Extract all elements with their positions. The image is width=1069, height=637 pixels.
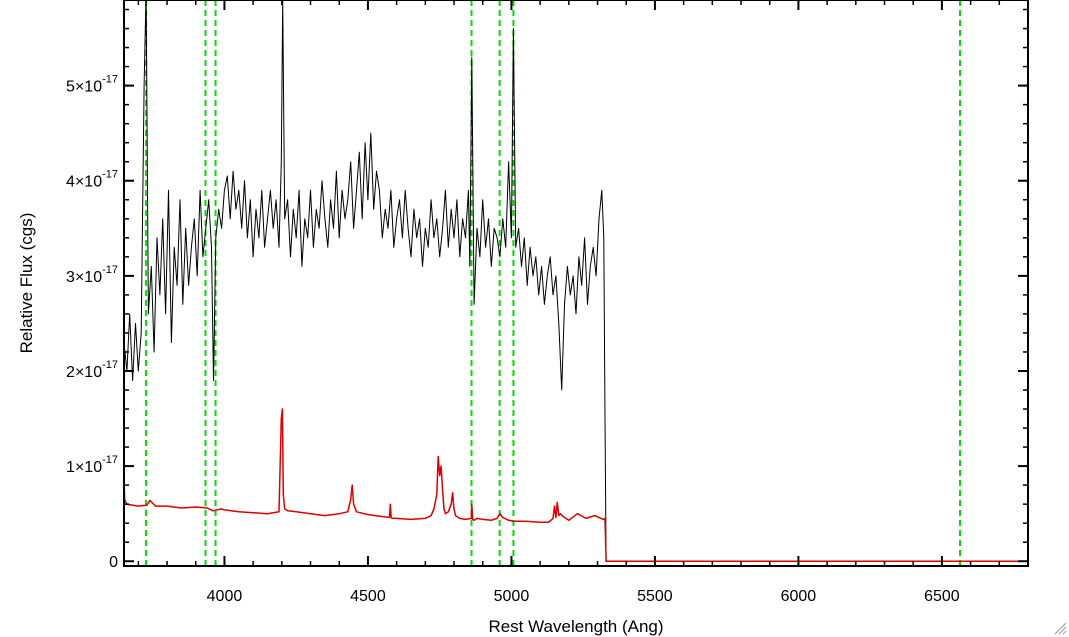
axes bbox=[123, 0, 1029, 567]
x-tick-label: 4000 bbox=[207, 588, 243, 605]
series-layer bbox=[124, 0, 1028, 562]
y-tick-label: 3×10-17 bbox=[66, 264, 118, 286]
reference-lines bbox=[145, 0, 961, 566]
y-tick-label: 1×10-17 bbox=[66, 454, 118, 476]
x-axis-title: Rest Wavelength (Ang) bbox=[488, 617, 663, 636]
series-line-0 bbox=[124, 0, 1028, 562]
resize-grip-icon[interactable] bbox=[1053, 621, 1067, 635]
x-tick-label: 5000 bbox=[494, 588, 530, 605]
y-tick-label: 0 bbox=[109, 554, 118, 571]
plot-frame bbox=[123, 0, 1029, 567]
x-tick-label: 5500 bbox=[637, 588, 673, 605]
x-tick-label: 6000 bbox=[781, 588, 817, 605]
tick-labels: 4000 4500 5000 5500 6000 6500 0 1×10-17 2×10-17 3… bbox=[66, 74, 960, 605]
y-tick-label: 5×10-17 bbox=[66, 74, 118, 96]
y-tick-label: 2×10-17 bbox=[66, 359, 118, 381]
series-line-1 bbox=[124, 408, 1028, 562]
x-tick-label: 6500 bbox=[924, 588, 960, 605]
y-axis-title: Relative Flux (cgs) bbox=[17, 213, 36, 354]
y-tick-label: 4×10-17 bbox=[66, 169, 118, 191]
x-tick-label: 4500 bbox=[350, 588, 386, 605]
